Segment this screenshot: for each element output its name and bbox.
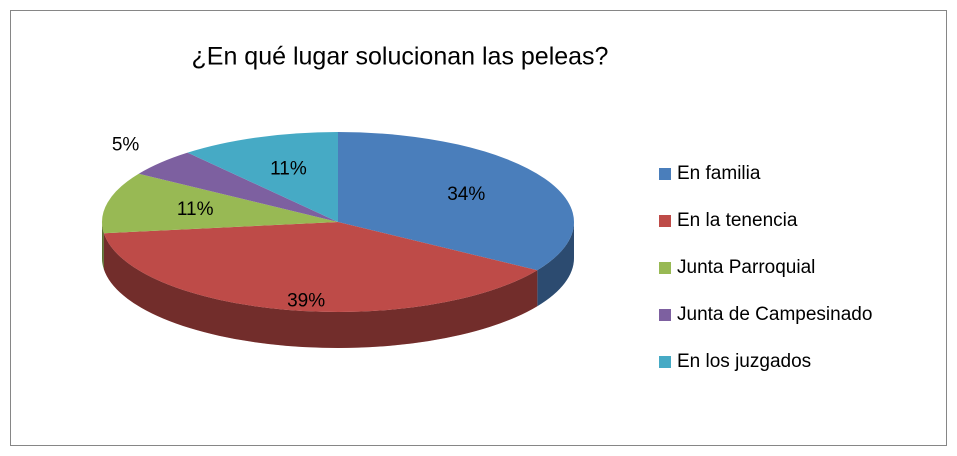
pie-side-shade [102,222,104,270]
pie-side-shade [537,222,574,307]
legend-swatch [659,262,671,274]
data-label: 11% [270,159,307,180]
legend-label: En familia [677,163,761,184]
pie-side [103,233,538,349]
pie-slice [187,132,338,222]
pie-slice [101,173,338,234]
legend-label: En los juzgados [677,351,811,372]
chart-title: ¿En qué lugar solucionan las peleas? [192,43,609,71]
legend-label: Junta de Campesinado [677,304,872,325]
legend-swatch [659,309,671,321]
legend-swatch [659,356,671,368]
pie-side [102,222,104,270]
data-label: 5% [112,135,140,156]
legend-swatch [659,168,671,180]
pie-slice [138,152,338,222]
legend-swatch [659,215,671,227]
data-label: 34% [447,184,485,205]
legend-label: Junta Parroquial [677,257,815,278]
pie-slice [338,132,575,271]
pie-slice [103,222,538,312]
pie-side-shade [103,233,538,349]
legend-label: En la tenencia [677,210,798,231]
data-label: 39% [287,290,325,311]
data-label: 11% [177,199,214,220]
pie-side [537,222,574,307]
